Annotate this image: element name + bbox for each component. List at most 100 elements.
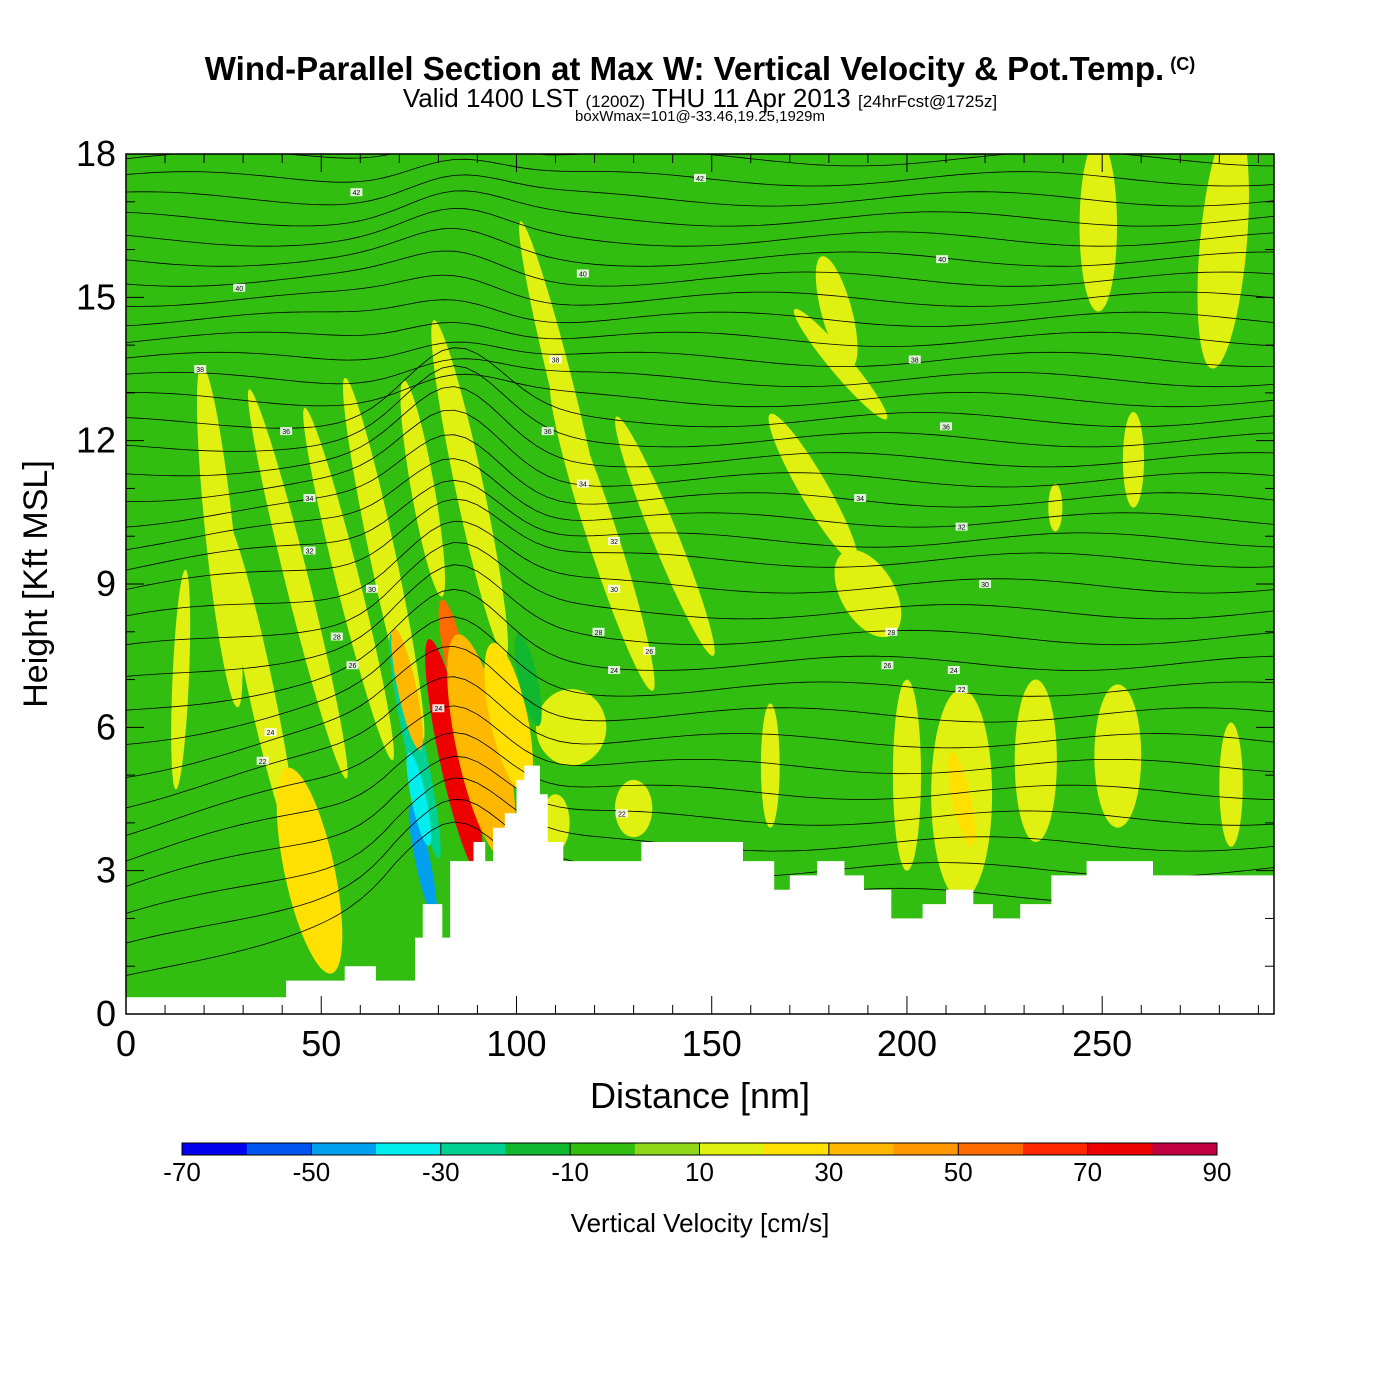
colorbar-swatch <box>893 1143 959 1155</box>
theta-label: 34 <box>303 494 316 503</box>
theta-line <box>126 207 1274 247</box>
theta-line <box>126 154 1274 167</box>
chart-title: Wind-Parallel Section at Max W: Vertical… <box>0 50 1400 88</box>
theta-label-text: 36 <box>544 429 552 436</box>
theta-label-text: 22 <box>958 687 966 694</box>
theta-line <box>126 299 1274 327</box>
colorbar-tick-label: 30 <box>814 1157 843 1187</box>
theta-label: 36 <box>940 422 952 431</box>
theta-label-text: 38 <box>196 367 204 374</box>
theta-label: 36 <box>541 427 554 436</box>
updraft-streak <box>1079 154 1118 312</box>
theta-line <box>126 498 1274 590</box>
theta-line <box>126 520 1274 617</box>
theta-label-text: 34 <box>856 496 864 503</box>
theta-line <box>126 588 1274 711</box>
theta-line <box>126 645 1274 778</box>
theta-label-bg <box>233 283 246 292</box>
theta-label-bg <box>303 494 316 502</box>
theta-label-text: 42 <box>696 176 704 183</box>
y-tick-label: 9 <box>96 563 116 604</box>
y-tick-label: 15 <box>76 276 116 317</box>
theta-label-text: 24 <box>267 730 275 737</box>
updraft-streak <box>815 256 858 368</box>
updraft-streak <box>221 515 296 844</box>
theta-label: 38 <box>194 365 207 374</box>
updraft-streak <box>1094 684 1142 828</box>
theta-label-text: 22 <box>618 811 626 818</box>
updraft-streak <box>1197 154 1249 369</box>
theta-line <box>126 365 1274 452</box>
theta-label-bg <box>608 666 621 674</box>
theta-line <box>126 434 1274 528</box>
colorbar-tick-label: 50 <box>944 1157 973 1187</box>
theta-label: 24 <box>432 704 445 713</box>
theta-line <box>126 676 1274 809</box>
theta-label-text: 30 <box>368 587 376 594</box>
theta-label-text: 24 <box>950 668 958 675</box>
colorbar-tick-label: -70 <box>163 1157 201 1187</box>
theta-label-bg <box>643 646 656 655</box>
theta-line <box>126 322 1274 347</box>
theta-label-bg <box>256 756 269 765</box>
colorbar-tick-label: 90 <box>1203 1157 1232 1187</box>
theta-line <box>126 190 1274 227</box>
theta-label-text: 22 <box>259 759 267 766</box>
theta-label-bg <box>366 584 378 593</box>
updraft-streak <box>247 389 348 779</box>
theta-line <box>126 274 1274 307</box>
theta-label: 28 <box>330 632 343 642</box>
theta-line <box>126 755 1274 887</box>
theta-line <box>126 479 1274 571</box>
theta-label: 34 <box>854 494 867 503</box>
theta-label-text: 36 <box>282 429 290 436</box>
updraft-streak <box>760 703 780 828</box>
theta-line <box>126 358 1274 388</box>
theta-line <box>126 373 1274 408</box>
copyright-mark: (C) <box>1170 54 1196 74</box>
theta-label-bg <box>576 479 589 488</box>
theta-label-text: 36 <box>942 424 950 431</box>
colorbar-tick-label: -10 <box>551 1157 589 1187</box>
valid-time: Valid 1400 LST <box>402 83 579 113</box>
theta-label-bg <box>592 627 605 636</box>
chart-title-text: Wind-Parallel Section at Max W: Vertical… <box>204 50 1165 87</box>
theta-label: 32 <box>608 537 621 546</box>
y-tick-label: 18 <box>76 133 116 174</box>
x-tick-label: 200 <box>877 1023 937 1064</box>
theta-label-bg <box>576 269 589 278</box>
velocity-cell <box>514 632 542 727</box>
theta-label-bg <box>881 661 894 670</box>
updraft-streak <box>1048 483 1063 532</box>
theta-label: 24 <box>608 666 621 675</box>
x-tick-label: 0 <box>116 1023 136 1064</box>
colorbar-tick-label: -50 <box>293 1157 331 1187</box>
theta-label-bg <box>608 584 621 593</box>
colorbar: -70 -50 -30 -10 10 30 50 70 90 <box>163 1142 1232 1187</box>
updraft-streak <box>536 689 607 766</box>
x-tick-label: 50 <box>301 1023 341 1064</box>
theta-line <box>126 227 1274 267</box>
colorbar-swatch <box>570 1143 636 1155</box>
theta-label: 40 <box>576 269 589 278</box>
x-tick-label: 250 <box>1072 1023 1132 1064</box>
x-tick-label: 100 <box>486 1023 546 1064</box>
y-tick-label: 12 <box>76 420 116 461</box>
velocity-cell <box>391 628 423 750</box>
theta-label-text: 28 <box>595 630 603 637</box>
colorbar-swatch <box>634 1143 700 1155</box>
theta-label: 22 <box>256 756 269 766</box>
velocity-cell <box>484 642 533 793</box>
updraft-streak <box>1219 722 1243 847</box>
theta-label-bg <box>194 365 207 373</box>
updraft-streak <box>615 416 715 656</box>
theta-label: 28 <box>885 627 898 637</box>
theta-label-text: 28 <box>887 630 895 637</box>
box-wmax-line: boxWmax=101@-33.46,19.25,1929m <box>575 108 825 125</box>
colorbar-swatch <box>376 1143 442 1155</box>
theta-label-text: 24 <box>610 668 618 675</box>
theta-label: 24 <box>264 728 277 737</box>
theta-label: 30 <box>366 584 378 594</box>
theta-contour-labels: 42 42 40 40 40 38 38 38 36 36 36 34 34 34 32 32 32 30 30 30… <box>194 173 992 818</box>
colorbar-label: Vertical Velocity [cm/s] <box>571 1208 830 1238</box>
